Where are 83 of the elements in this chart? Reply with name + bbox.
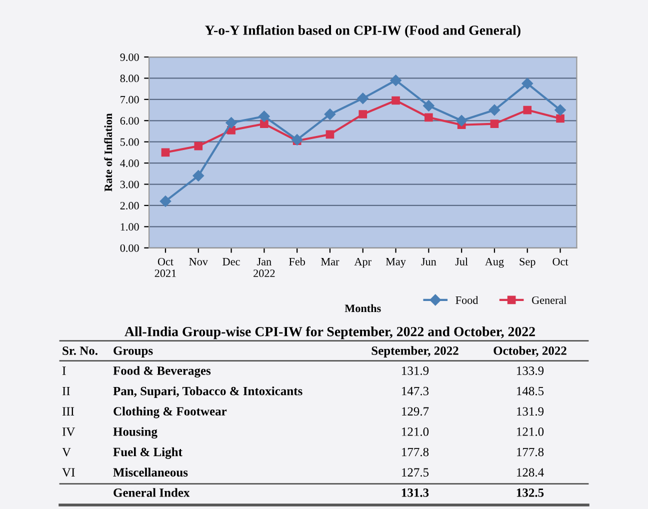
x-tick-label: Sep xyxy=(520,258,536,268)
y-tick-label: 6.00 xyxy=(120,117,139,125)
point xyxy=(326,130,334,139)
point xyxy=(291,134,303,146)
category-label: Clothing & Footwear xyxy=(114,406,227,418)
category-label: III xyxy=(62,407,74,416)
data-label: 177.8 xyxy=(402,448,429,456)
x-tick-label: Feb xyxy=(289,258,305,266)
category-label: Food & Beverages xyxy=(113,366,211,378)
point xyxy=(194,142,203,150)
y-tick-label: 9.00 xyxy=(120,53,139,62)
data-label: 131.9 xyxy=(517,407,544,416)
text: Groups xyxy=(114,346,153,358)
data-label: 177.8 xyxy=(517,448,544,456)
data-label: 131.3 xyxy=(402,488,429,497)
point xyxy=(523,106,532,114)
category-label: IV xyxy=(62,428,76,436)
point xyxy=(424,113,433,122)
category-label: I xyxy=(62,366,66,375)
category-label: II xyxy=(62,386,70,396)
x-tick-label: Dec xyxy=(222,258,240,266)
x-tick-label: Apr xyxy=(354,258,372,268)
x-tick-label: Mar xyxy=(321,258,340,266)
category-label: VI xyxy=(62,468,75,477)
x-tick-label: Jul xyxy=(455,258,468,266)
y-tick-label: 3.00 xyxy=(120,180,139,188)
text: September, 2022 xyxy=(372,346,458,358)
data-label: 132.5 xyxy=(516,488,544,497)
legend-label: General xyxy=(532,296,566,304)
y-tick-label: 7.00 xyxy=(120,96,139,104)
point xyxy=(260,120,268,128)
x-tick-label: Oct 2021 xyxy=(154,258,176,278)
data-label: 121.0 xyxy=(402,427,429,436)
point xyxy=(160,196,172,207)
y-tick-label: 8.00 xyxy=(120,74,139,82)
category-label: General Index xyxy=(114,488,190,497)
data-label: 127.5 xyxy=(402,468,429,477)
text: October, 2022 xyxy=(494,346,566,357)
y-tick-label: 2.00 xyxy=(120,202,139,210)
data-label: 147.3 xyxy=(402,386,429,396)
data-label: 129.7 xyxy=(402,407,429,416)
category-label: V xyxy=(62,448,71,456)
category-label: Housing xyxy=(113,427,158,439)
category-label: Miscellaneous xyxy=(113,468,188,477)
point xyxy=(258,110,270,122)
point xyxy=(488,104,500,116)
text: Sr. No. xyxy=(62,346,98,355)
point xyxy=(226,117,237,128)
point xyxy=(192,170,204,182)
point xyxy=(390,74,402,86)
point xyxy=(522,78,533,90)
chart-title: Y-o-Y Inflation based on CPI-IW (Food and General) xyxy=(204,25,520,38)
point xyxy=(423,100,434,112)
x-tick-label: Jun xyxy=(421,258,436,266)
x-tick-label: Aug xyxy=(485,258,504,268)
x-tick-label: Jan 2022 xyxy=(254,258,275,278)
y-tick-label: 5.00 xyxy=(120,138,139,146)
x-tick-label: May xyxy=(386,258,406,268)
point xyxy=(490,120,499,128)
x-tick-label: Oct xyxy=(552,258,568,266)
y-tick-label: 0.00 xyxy=(120,244,139,252)
category-label: Pan, Supari, Tobacco & Intoxicants xyxy=(113,386,302,398)
point xyxy=(554,104,566,116)
data-label: 128.4 xyxy=(517,468,544,477)
data-label: 133.9 xyxy=(517,366,544,376)
point xyxy=(556,114,564,123)
x-tick-label: Nov xyxy=(189,258,208,266)
point xyxy=(357,92,368,104)
data-label: 131.9 xyxy=(402,366,429,376)
point xyxy=(324,108,336,120)
x-axis-title: Months xyxy=(344,304,381,312)
text: All-India Group-wise CPI-IW for September, 2022 and October, 2022 xyxy=(124,326,535,340)
y-tick-label: 1.00 xyxy=(120,223,139,231)
y-axis-title: Rate of Inflation xyxy=(104,113,112,192)
point xyxy=(161,148,170,157)
point xyxy=(358,110,368,118)
y-tick-label: 4.00 xyxy=(120,160,139,168)
legend-label: Food xyxy=(456,296,478,304)
point xyxy=(456,115,468,126)
point xyxy=(392,96,400,105)
data-label: 121.0 xyxy=(517,427,544,436)
data-label: 148.5 xyxy=(517,386,544,396)
category-label: Fuel & Light xyxy=(113,447,182,459)
